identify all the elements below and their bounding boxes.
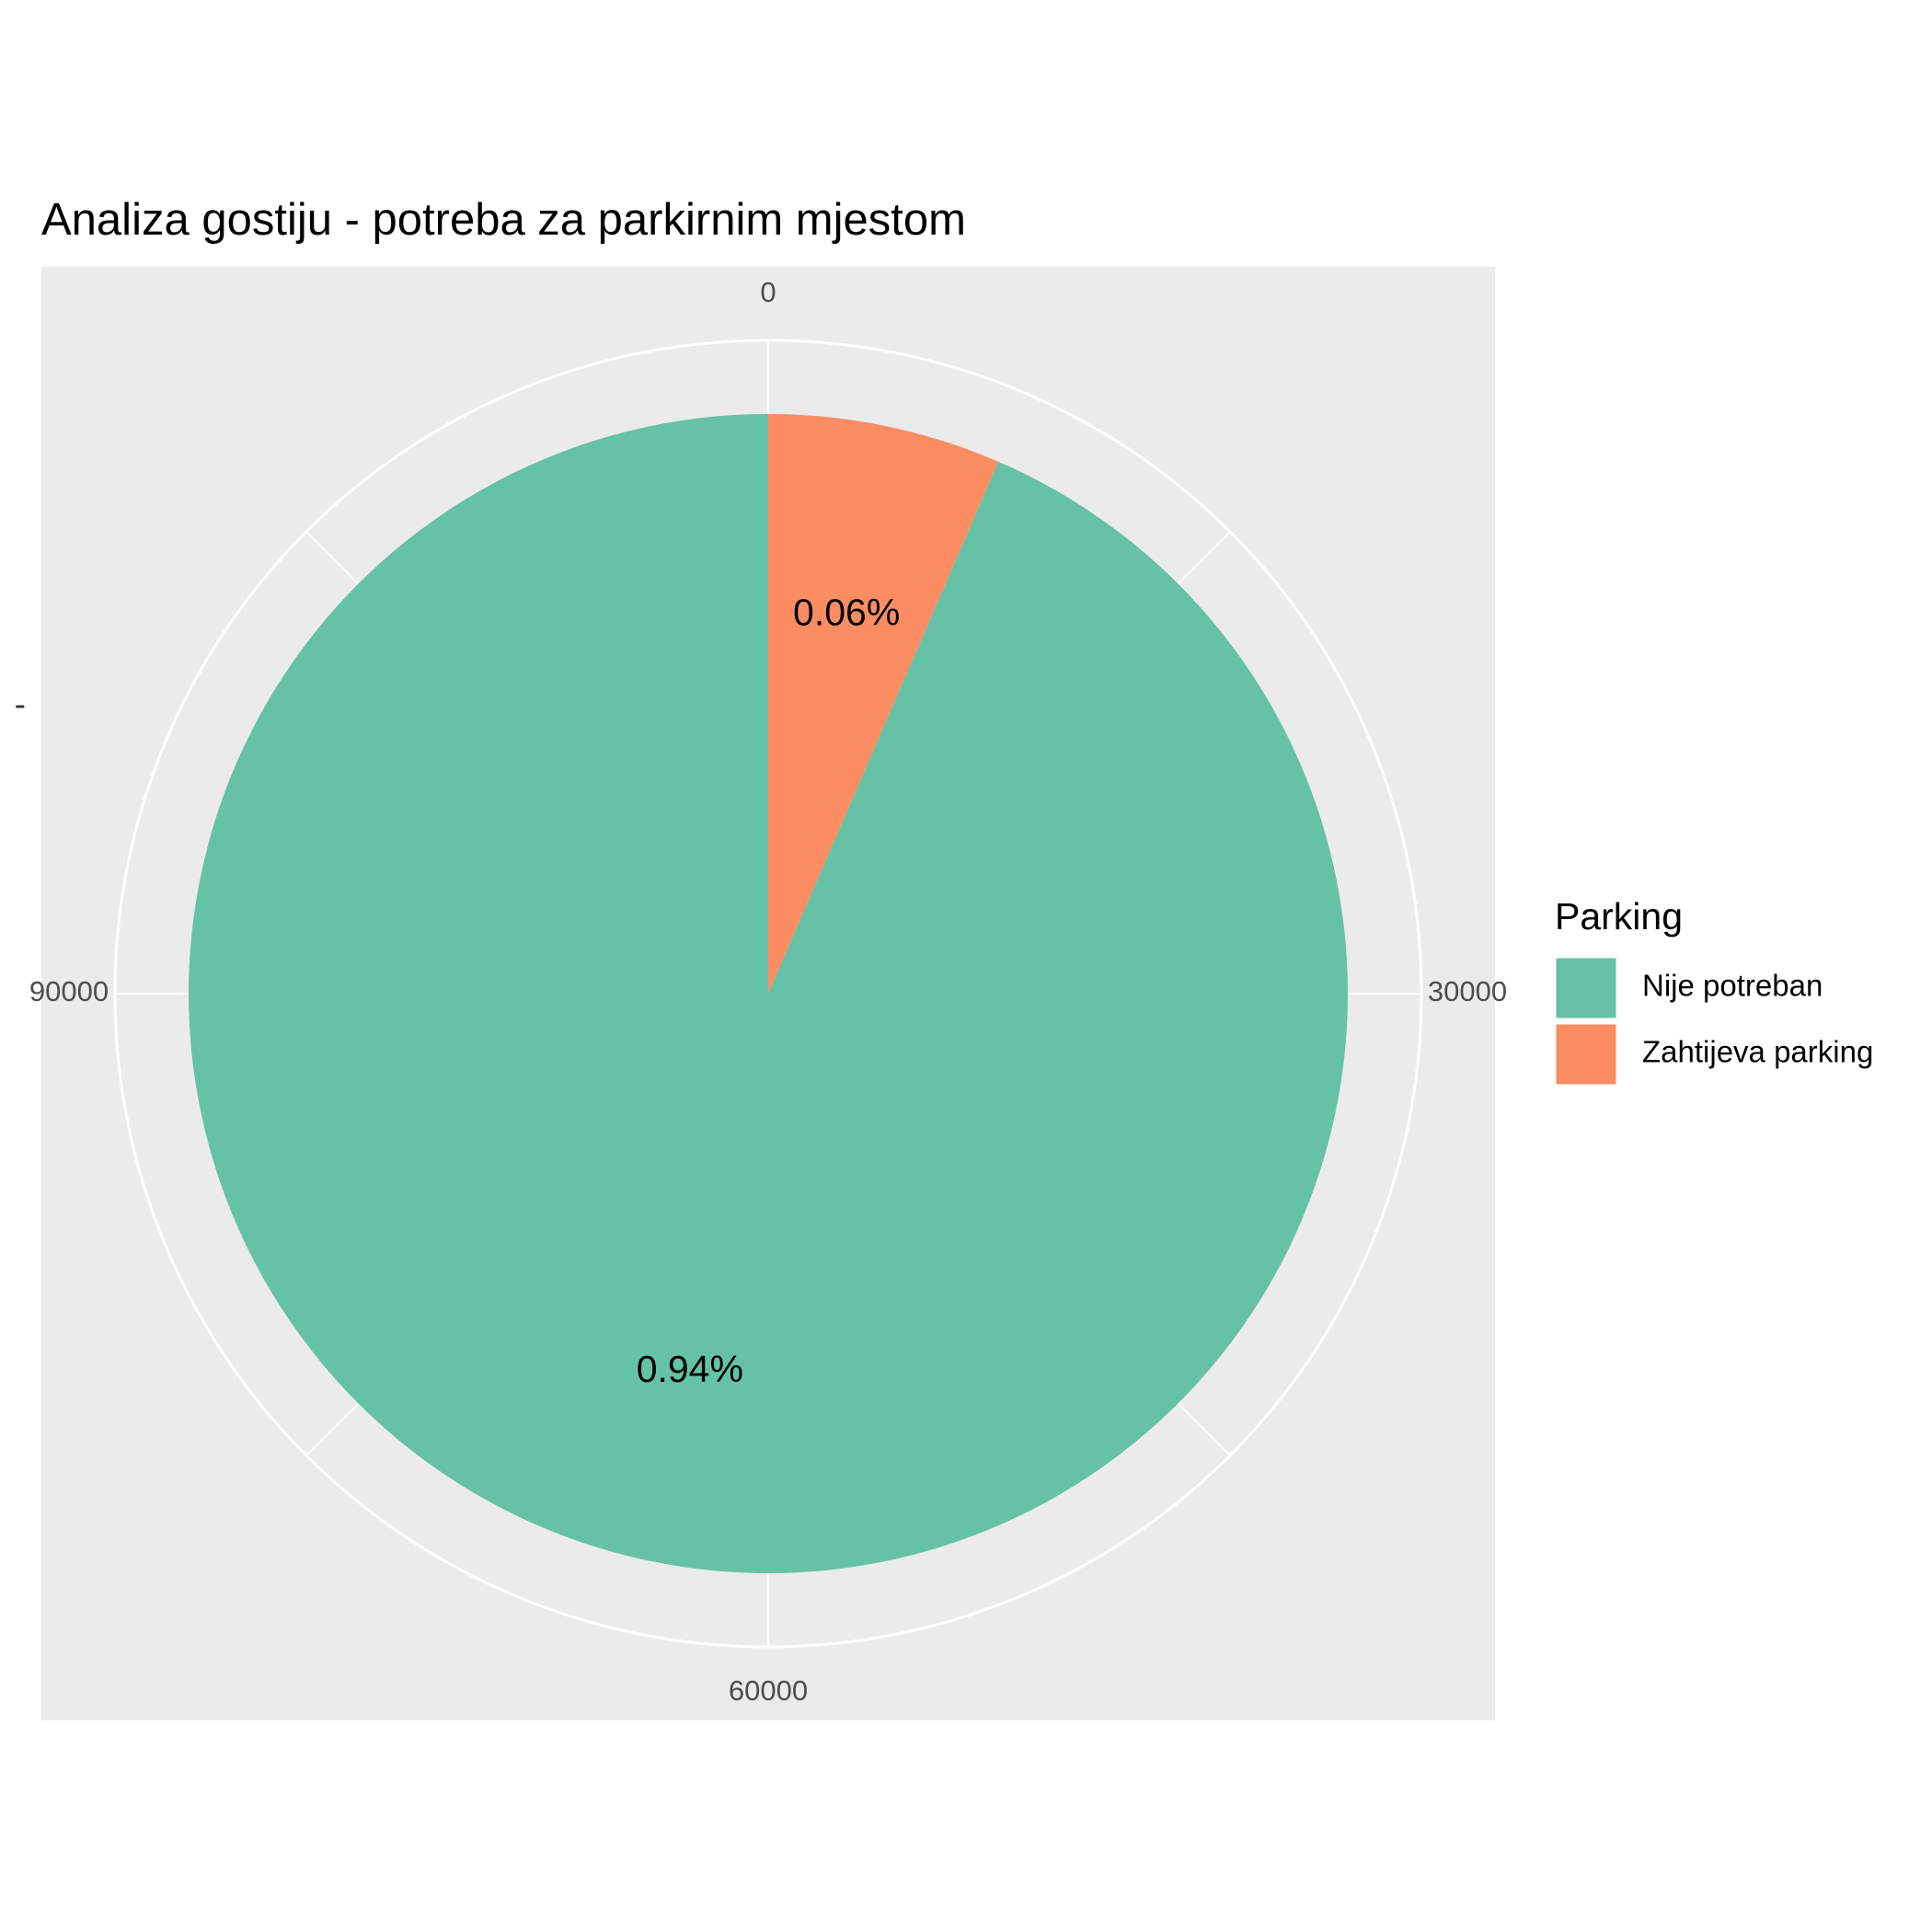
angular-tick-labels: 0 30000 60000 90000 [29,276,1507,1707]
legend-label: Zahtijeva parking [1642,1035,1873,1069]
legend-key [1553,1021,1619,1087]
chart-title: Analiza gostiju - potreba za parkirnim m… [41,195,966,245]
slice-label: 0.06% [793,592,900,634]
legend-label: Nije potreban [1642,969,1823,1003]
tick-label: 0 [760,276,776,308]
pie-slices [188,414,1348,1573]
pie-slice [768,414,999,994]
pie-slice [188,414,1348,1573]
legend-title: Parking [1555,895,1683,937]
tick-label: 60000 [729,1674,808,1707]
legend: Parking Nije potreban Zahtijeva parking [1553,895,1873,1087]
tick-label: 30000 [1428,975,1507,1007]
slice-label: 0.94% [637,1348,743,1390]
y-axis-tick-label: - [15,685,26,723]
slice-labels: 0.06% 0.94% [637,592,901,1391]
tick-label: 90000 [29,975,109,1007]
legend-key [1553,955,1619,1021]
